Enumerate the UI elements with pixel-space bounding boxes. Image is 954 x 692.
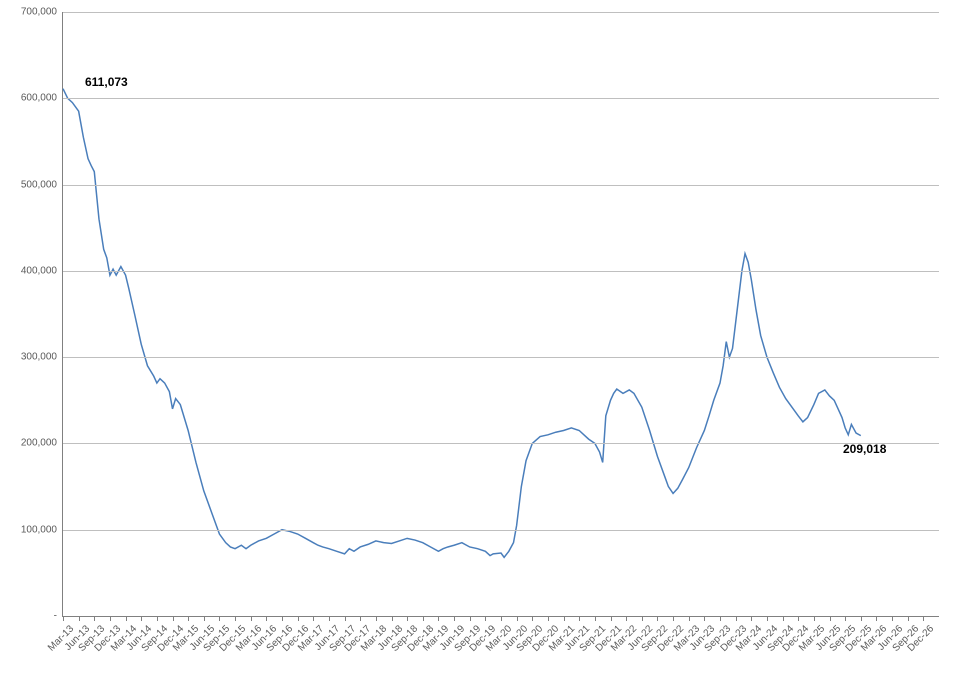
x-tick-mark bbox=[579, 616, 580, 621]
line-series bbox=[63, 12, 939, 616]
x-tick-mark bbox=[157, 616, 158, 621]
x-tick-mark bbox=[251, 616, 252, 621]
y-tick-label: 200,000 bbox=[21, 438, 63, 449]
x-tick-mark bbox=[736, 616, 737, 621]
x-tick-mark bbox=[345, 616, 346, 621]
x-tick-mark bbox=[517, 616, 518, 621]
y-tick-label: 300,000 bbox=[21, 352, 63, 363]
series-line bbox=[63, 89, 861, 558]
x-tick-mark bbox=[141, 616, 142, 621]
x-tick-mark bbox=[845, 616, 846, 621]
x-tick-mark bbox=[783, 616, 784, 621]
x-tick-mark bbox=[751, 616, 752, 621]
x-tick-mark bbox=[282, 616, 283, 621]
x-tick-mark bbox=[470, 616, 471, 621]
plot-area: -100,000200,000300,000400,000500,000600,… bbox=[62, 12, 939, 617]
x-tick-mark bbox=[110, 616, 111, 621]
x-tick-mark bbox=[454, 616, 455, 621]
x-tick-mark bbox=[689, 616, 690, 621]
annotation-label: 209,018 bbox=[843, 442, 886, 456]
x-tick-mark bbox=[329, 616, 330, 621]
x-tick-mark bbox=[767, 616, 768, 621]
x-tick-mark bbox=[923, 616, 924, 621]
gridline bbox=[63, 357, 939, 358]
x-tick-mark bbox=[407, 616, 408, 621]
x-tick-mark bbox=[485, 616, 486, 621]
y-tick-label: - bbox=[54, 611, 63, 622]
annotation-label: 611,073 bbox=[85, 75, 128, 89]
x-tick-mark bbox=[173, 616, 174, 621]
y-tick-label: 600,000 bbox=[21, 93, 63, 104]
x-tick-mark bbox=[642, 616, 643, 621]
x-tick-mark bbox=[501, 616, 502, 621]
x-tick-mark bbox=[438, 616, 439, 621]
x-tick-mark bbox=[611, 616, 612, 621]
gridline bbox=[63, 12, 939, 13]
x-tick-mark bbox=[313, 616, 314, 621]
y-tick-label: 400,000 bbox=[21, 265, 63, 276]
x-tick-mark bbox=[298, 616, 299, 621]
chart-container: - 100,000 200,000 300,000 400,000 500,000 600,… bbox=[0, 0, 954, 692]
x-tick-mark bbox=[79, 616, 80, 621]
x-tick-mark bbox=[360, 616, 361, 621]
x-tick-mark bbox=[219, 616, 220, 621]
x-tick-mark bbox=[908, 616, 909, 621]
x-tick-mark bbox=[657, 616, 658, 621]
x-tick-mark bbox=[814, 616, 815, 621]
x-tick-mark bbox=[798, 616, 799, 621]
y-tick-label: 100,000 bbox=[21, 524, 63, 535]
x-tick-mark bbox=[548, 616, 549, 621]
x-tick-mark bbox=[861, 616, 862, 621]
y-tick-label: 500,000 bbox=[21, 179, 63, 190]
x-tick-mark bbox=[235, 616, 236, 621]
x-tick-mark bbox=[188, 616, 189, 621]
x-tick-mark bbox=[673, 616, 674, 621]
x-tick-mark bbox=[595, 616, 596, 621]
gridline bbox=[63, 98, 939, 99]
x-tick-mark bbox=[392, 616, 393, 621]
x-tick-mark bbox=[830, 616, 831, 621]
x-tick-mark bbox=[126, 616, 127, 621]
gridline bbox=[63, 443, 939, 444]
x-tick-mark bbox=[63, 616, 64, 621]
x-tick-mark bbox=[626, 616, 627, 621]
x-tick-mark bbox=[204, 616, 205, 621]
x-tick-mark bbox=[266, 616, 267, 621]
y-tick-label: 700,000 bbox=[21, 7, 63, 18]
x-tick-mark bbox=[94, 616, 95, 621]
x-tick-mark bbox=[423, 616, 424, 621]
x-tick-mark bbox=[704, 616, 705, 621]
x-tick-mark bbox=[532, 616, 533, 621]
gridline bbox=[63, 271, 939, 272]
x-tick-mark bbox=[376, 616, 377, 621]
x-tick-mark bbox=[876, 616, 877, 621]
x-tick-mark bbox=[892, 616, 893, 621]
x-tick-mark bbox=[564, 616, 565, 621]
x-tick-mark bbox=[720, 616, 721, 621]
gridline bbox=[63, 185, 939, 186]
gridline bbox=[63, 530, 939, 531]
